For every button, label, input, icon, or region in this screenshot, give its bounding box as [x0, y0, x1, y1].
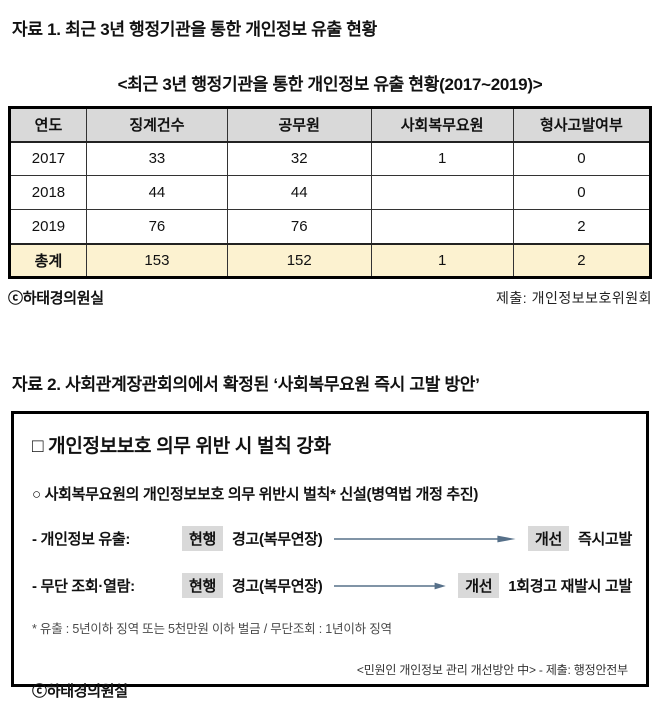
table-cell: [370, 209, 514, 244]
policy-info-box: □ 개인정보보호 의무 위반 시 벌칙 강화 ○ 사회복무요원의 개인정보보호 …: [11, 411, 649, 700]
table-cell: 44: [226, 175, 372, 210]
table-row-total: 총계 153 152 1 2: [9, 242, 652, 278]
current-badge: 현행: [182, 526, 224, 551]
improved-penalty-text: 1회경고 재발시 고발: [508, 578, 632, 595]
table-cell: 1: [370, 242, 514, 278]
table-cell: 0: [512, 175, 652, 210]
table-cell: 76: [85, 209, 228, 244]
header-cell-year: 연도: [9, 107, 87, 143]
table-header-row: 연도 징계건수 공무원 사회복무요원 형사고발여부: [9, 107, 652, 143]
leak-status-table: 연도 징계건수 공무원 사회복무요원 형사고발여부 2017 33 32 1 0…: [8, 106, 652, 279]
table-cell: 2: [512, 242, 652, 278]
header-cell-civil-servant: 공무원: [226, 107, 372, 143]
table-cell: 32: [226, 141, 372, 176]
improved-badge: 개선: [458, 573, 500, 598]
table-cell: 152: [226, 242, 372, 278]
rule-row-unauthorized-access: - 무단 조회·열람: 현행 경고(복무연장) 개선 1회경고 재발시 고발: [32, 573, 632, 598]
box-subheading: ○ 사회복무요원의 개인정보보호 의무 위반시 벌칙* 신설(병역법 개정 추진…: [32, 486, 479, 503]
header-cell-criminal-charge: 형사고발여부: [512, 107, 652, 143]
table-cell: 2017: [9, 141, 87, 176]
table-cell: 153: [85, 242, 228, 278]
right-arrow-icon: [334, 534, 516, 544]
current-penalty-text: 경고(복무연장): [232, 578, 323, 595]
table-cell: 총계: [9, 242, 87, 278]
improved-badge: 개선: [527, 526, 569, 551]
current-penalty-text: 경고(복무연장): [232, 531, 323, 548]
improved-penalty-text: 즉시고발: [577, 531, 632, 548]
box-source-text: <민원인 개인정보 관리 개선방안 中> - 제출: 행정안전부: [356, 663, 628, 677]
table-cell: 44: [85, 175, 228, 210]
table-cell: 76: [226, 209, 372, 244]
document-page: 자료 1. 최근 3년 행정기관을 통한 개인정보 유출 현황 <최근 3년 행…: [0, 15, 660, 700]
table-footer: ⓒ하태경의원실 제출: 개인정보보호위원회: [8, 287, 652, 308]
table-row-2019: 2019 76 76 2: [9, 209, 652, 244]
current-badge: 현행: [182, 573, 224, 598]
table-cell: 33: [85, 141, 228, 176]
header-cell-discipline-count: 징계건수: [85, 107, 228, 143]
rule-label: - 무단 조회·열람:: [32, 578, 135, 595]
penalty-footnote: * 유출 : 5년이하 징역 또는 5천만원 이하 벌금 / 무단조회 : 1년…: [32, 622, 392, 636]
table-cell: 0: [512, 141, 652, 176]
table-caption: <최근 3년 행정기관을 통한 개인정보 유출 현황(2017~2019)>: [117, 75, 543, 94]
table-cell: 1: [370, 141, 514, 176]
section2-title: 자료 2. 사회관계장관회의에서 확정된 ‘사회복무요원 즉시 고발 방안’: [12, 375, 480, 394]
box-copyright-text: ⓒ하태경의원실: [32, 683, 128, 700]
rule-row-leak: - 개인정보 유출: 현행 경고(복무연장) 개선 즉시고발: [32, 526, 632, 551]
table-cell: [370, 175, 514, 210]
table-cell: 2019: [9, 209, 87, 244]
table-row-2017: 2017 33 32 1 0: [9, 141, 652, 176]
section1-title: 자료 1. 최근 3년 행정기관을 통한 개인정보 유출 현황: [12, 20, 377, 39]
right-arrow-icon: [334, 581, 447, 591]
rule-label: - 개인정보 유출:: [32, 531, 131, 548]
submission-source-text: 제출: 개인정보보호위원회: [496, 290, 652, 306]
table-cell: 2: [512, 209, 652, 244]
header-cell-social-service: 사회복무요원: [370, 107, 514, 143]
table-cell: 2018: [9, 175, 87, 210]
copyright-text: ⓒ하태경의원실: [8, 290, 104, 307]
table-row-2018: 2018 44 44 0: [9, 175, 652, 210]
box-heading: □ 개인정보보호 의무 위반 시 벌칙 강화: [32, 436, 331, 457]
